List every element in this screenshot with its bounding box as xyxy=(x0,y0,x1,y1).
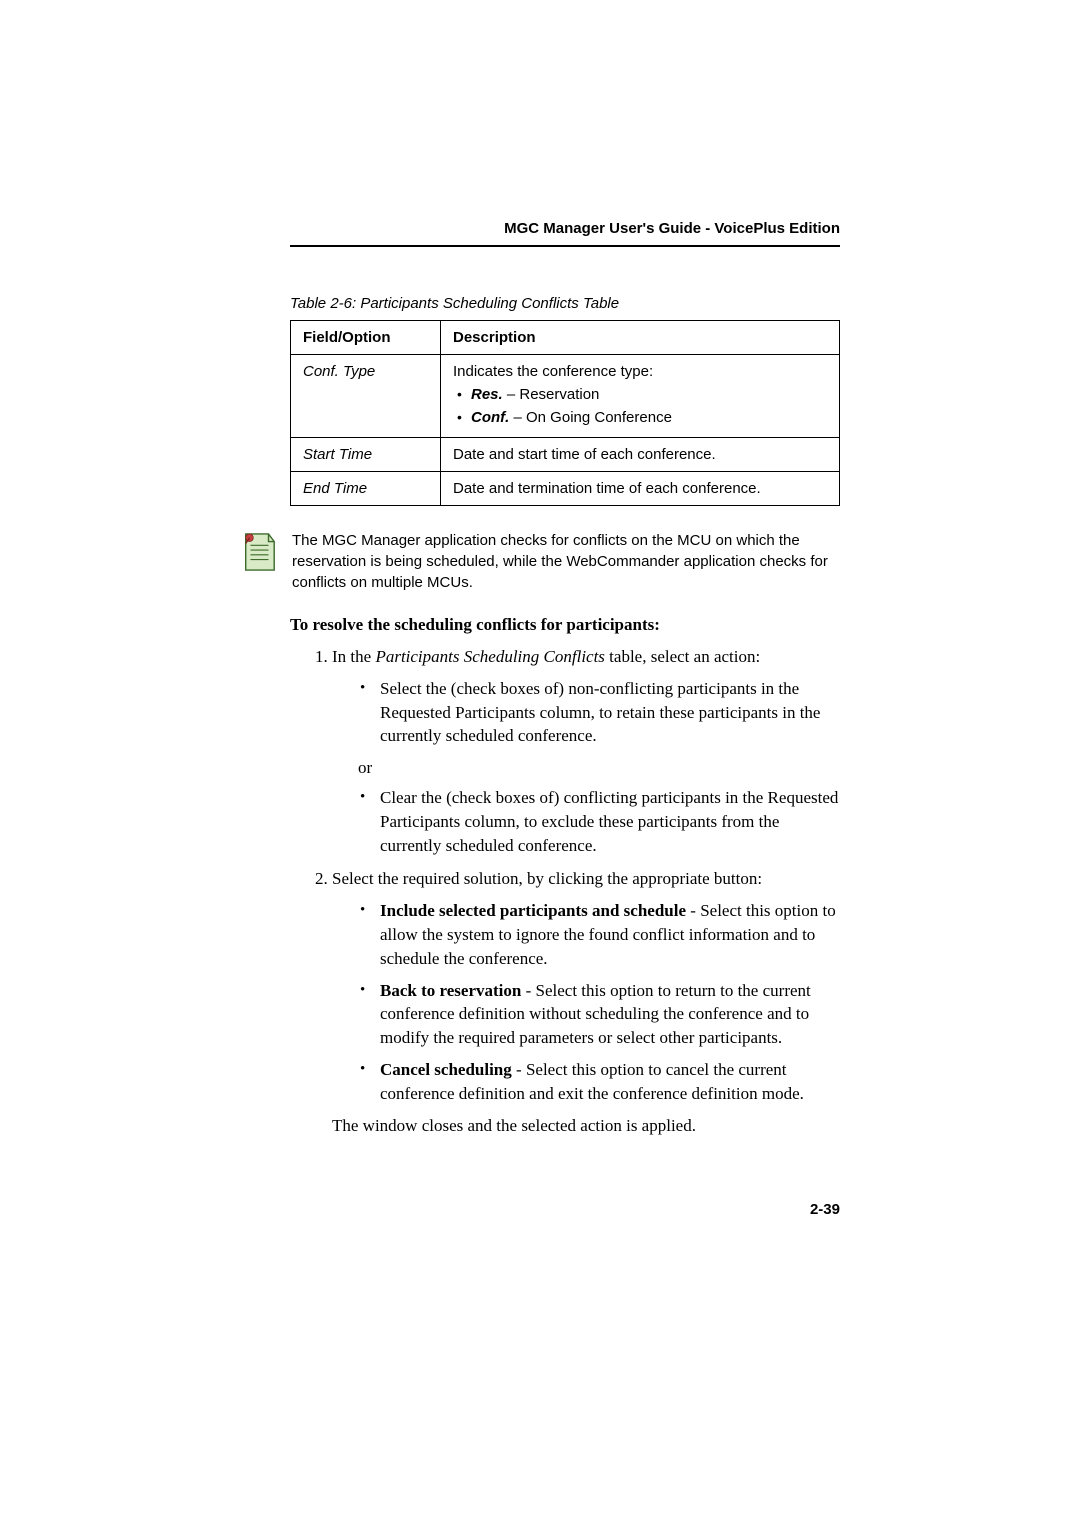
step-item: Select the required solution, by clickin… xyxy=(332,867,840,1137)
sub-item: Include selected participants and schedu… xyxy=(358,899,840,970)
header-rule xyxy=(290,245,840,247)
intro-italic: Participants Scheduling Conflicts xyxy=(375,647,604,666)
col-field-option: Field/Option xyxy=(291,321,441,355)
table-row: End Time Date and termination time of ea… xyxy=(291,472,840,506)
note-text: The MGC Manager application checks for c… xyxy=(292,530,840,593)
sub-list: Clear the (check boxes of) conflicting p… xyxy=(358,786,840,857)
cell-description: Date and start time of each conference. xyxy=(441,438,840,472)
bullet-label: Res. xyxy=(471,386,503,403)
intro-pre: In the xyxy=(332,647,375,666)
sub-label: Include selected participants and schedu… xyxy=(380,901,686,920)
desc-list-item: Conf. – On Going Conference xyxy=(453,407,827,430)
table-row: Conf. Type Indicates the conference type… xyxy=(291,355,840,438)
step-intro: Select the required solution, by clickin… xyxy=(332,867,840,891)
cell-field: Start Time xyxy=(291,438,441,472)
table-header-row: Field/Option Description xyxy=(291,321,840,355)
sub-item: Cancel scheduling - Select this option t… xyxy=(358,1058,840,1106)
step-item: In the Participants Scheduling Conflicts… xyxy=(332,645,840,857)
col-description: Description xyxy=(441,321,840,355)
cell-field: Conf. Type xyxy=(291,355,441,438)
note-icon xyxy=(240,530,278,579)
bullet-text: – Reservation xyxy=(503,386,600,403)
or-text: or xyxy=(358,756,840,780)
step-intro: In the Participants Scheduling Conflicts… xyxy=(332,645,840,669)
note-block: The MGC Manager application checks for c… xyxy=(240,530,840,593)
sub-list: Select the (check boxes of) non-conflict… xyxy=(358,677,840,748)
cell-description: Indicates the conference type: Res. – Re… xyxy=(441,355,840,438)
cell-field: End Time xyxy=(291,472,441,506)
conflicts-table: Field/Option Description Conf. Type Indi… xyxy=(290,320,840,506)
sub-item: Back to reservation - Select this option… xyxy=(358,979,840,1050)
desc-list: Res. – Reservation Conf. – On Going Conf… xyxy=(453,384,827,429)
sub-item: Clear the (check boxes of) conflicting p… xyxy=(358,786,840,857)
header-title: MGC Manager User's Guide - VoicePlus Edi… xyxy=(290,220,840,237)
closing-text: The window closes and the selected actio… xyxy=(332,1114,840,1138)
intro-post: table, select an action: xyxy=(605,647,760,666)
page-container: MGC Manager User's Guide - VoicePlus Edi… xyxy=(0,0,1080,1137)
sub-item: Select the (check boxes of) non-conflict… xyxy=(358,677,840,748)
table-caption: Table 2-6: Participants Scheduling Confl… xyxy=(290,295,840,312)
bullet-text: – On Going Conference xyxy=(509,409,672,426)
cell-description: Date and termination time of each confer… xyxy=(441,472,840,506)
page-number: 2-39 xyxy=(810,1201,840,1218)
sub-list: Include selected participants and schedu… xyxy=(358,899,840,1105)
bullet-label: Conf. xyxy=(471,409,509,426)
table-row: Start Time Date and start time of each c… xyxy=(291,438,840,472)
sub-label: Back to reservation xyxy=(380,981,521,1000)
desc-list-item: Res. – Reservation xyxy=(453,384,827,407)
steps-list: In the Participants Scheduling Conflicts… xyxy=(332,645,840,1137)
desc-intro: Indicates the conference type: xyxy=(453,363,653,380)
section-head: To resolve the scheduling conflicts for … xyxy=(290,615,840,635)
sub-label: Cancel scheduling xyxy=(380,1060,512,1079)
